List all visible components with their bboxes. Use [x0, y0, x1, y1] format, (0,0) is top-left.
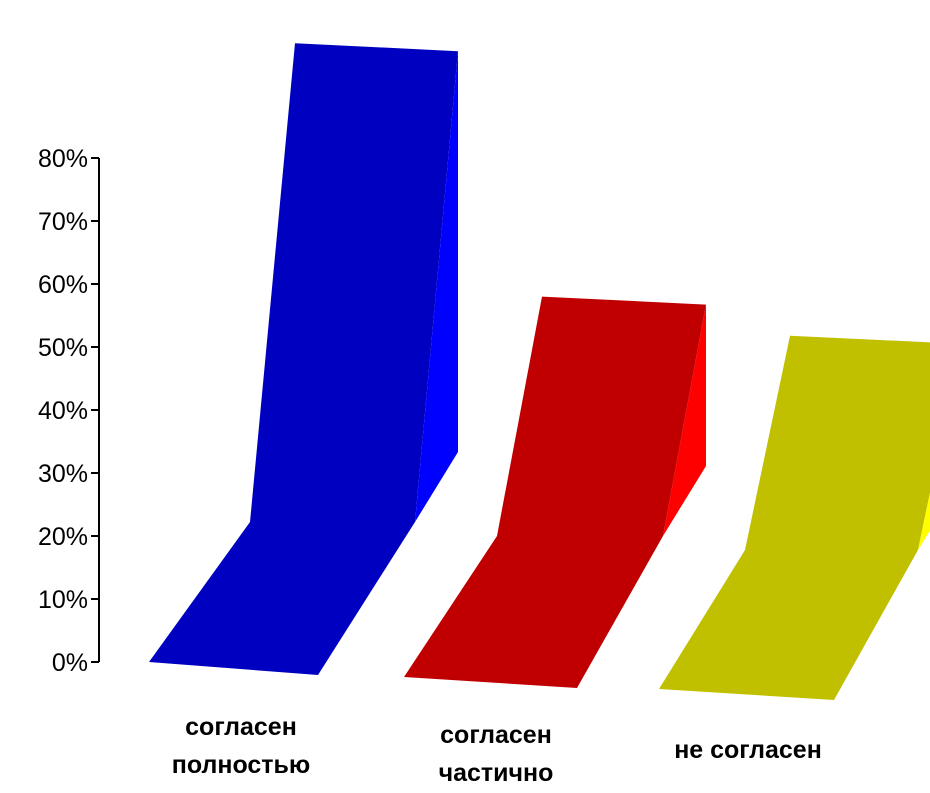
bar-side — [918, 492, 930, 550]
y-tick-label: 80% — [38, 145, 88, 173]
bar — [404, 296, 706, 688]
x-category-label-line: частично — [439, 759, 554, 787]
bars — [149, 43, 930, 700]
y-tick-label: 50% — [38, 334, 88, 362]
x-category-label-line: согласен — [185, 713, 297, 741]
bar-wall — [497, 296, 706, 536]
bar — [659, 335, 930, 700]
y-tick-label: 60% — [38, 271, 88, 299]
x-category-label: согласен полностью — [172, 713, 311, 779]
bar-floor — [404, 536, 663, 688]
x-category-label-line: не согласен — [674, 736, 822, 764]
category-labels: согласен полностью согласен частично не согл… — [172, 713, 822, 787]
bar-wall — [745, 335, 930, 550]
y-tick-label: 30% — [38, 460, 88, 488]
bar-side — [415, 51, 458, 522]
y-tick-label: 20% — [38, 523, 88, 551]
y-tick-label: 10% — [38, 586, 88, 614]
bar-wall — [250, 43, 458, 522]
y-tick-label: 0% — [52, 649, 88, 677]
x-category-label-line: согласен — [440, 721, 552, 749]
y-tick-label: 40% — [38, 397, 88, 425]
x-category-label: не согласен — [674, 736, 822, 764]
x-category-label-line: полностью — [172, 751, 311, 779]
bar-floor — [659, 550, 918, 700]
y-axis: 0% 10% 20% 30% 40% 50% 60% 70% 80% — [38, 145, 100, 677]
x-category-label: согласен частично — [439, 721, 554, 787]
y-tick-label: 70% — [38, 208, 88, 236]
bar-side — [663, 304, 706, 536]
bar-floor — [149, 522, 415, 675]
bar — [149, 43, 458, 675]
